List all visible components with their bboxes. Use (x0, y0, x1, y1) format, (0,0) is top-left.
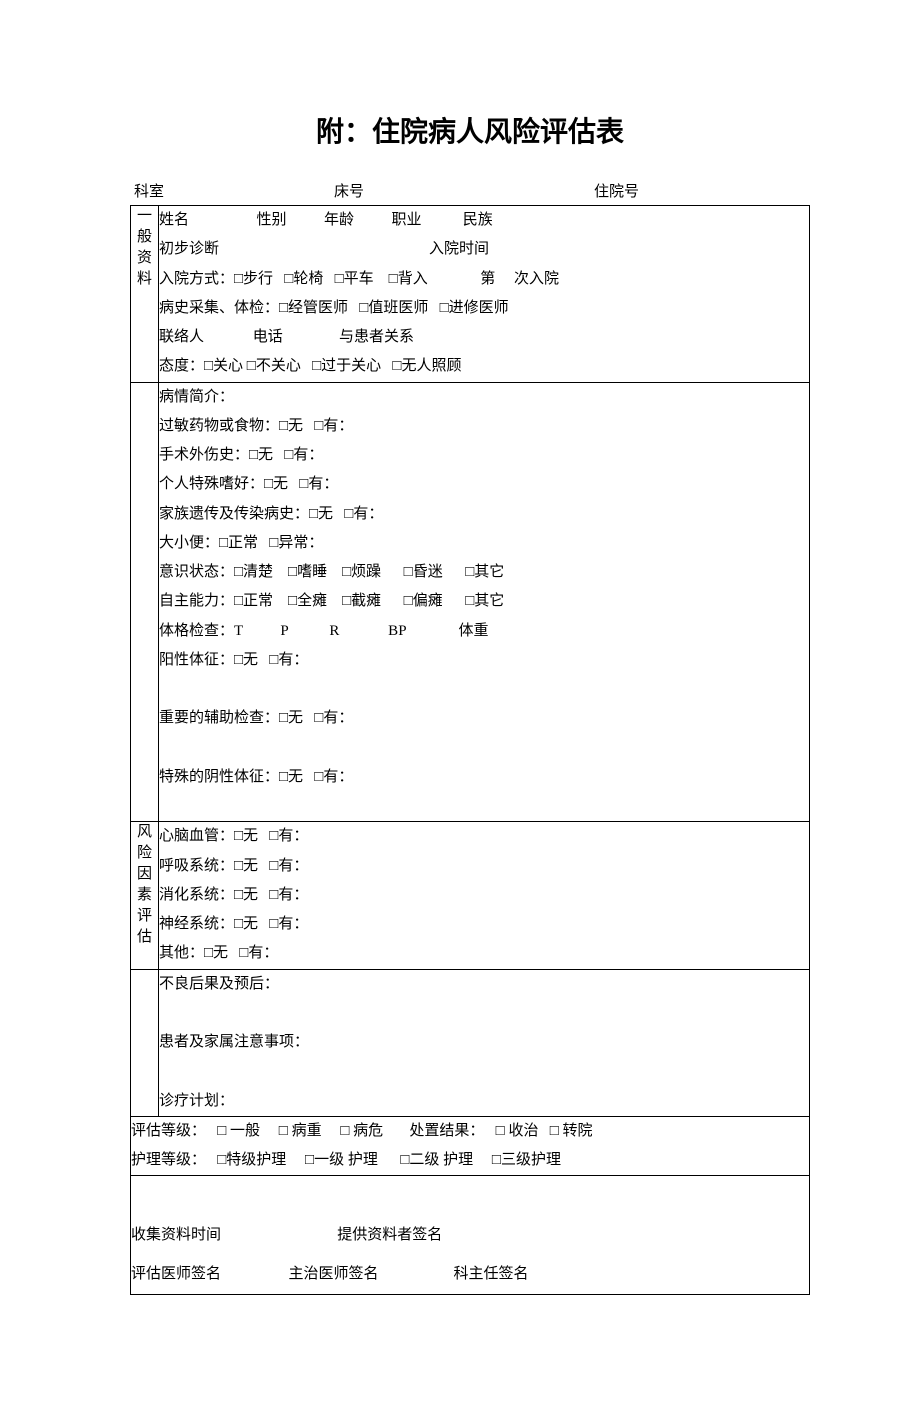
section-general: 姓名 性别 年龄 职业 民族 初步诊断 入院时间 入院方式：□步行 □轮椅 □平… (159, 206, 810, 383)
section-signatures: 收集资料时间 提供资料者签名 评估医师签名 主治医师签名 科主任签名 (131, 1176, 810, 1295)
section-label-plan (131, 969, 159, 1116)
history-line-3: 手术外伤史：□无 □有： (159, 441, 809, 470)
sign-line-2: 评估医师签名 主治医师签名 科主任签名 (131, 1255, 809, 1294)
history-blank-1 (159, 675, 809, 704)
page: 附：住院病人风险评估表 科室 床号 住院号 一般资料 姓名 性别 年龄 职业 民… (0, 0, 920, 1415)
history-line-11: 重要的辅助检查：□无 □有： (159, 704, 809, 733)
risk-line-5: 其他：□无 □有： (159, 939, 809, 968)
plan-line-1: 不良后果及预后： (159, 970, 809, 999)
sign-blank-top (131, 1176, 809, 1215)
form-table: 一般资料 姓名 性别 年龄 职业 民族 初步诊断 入院时间 入院方式：□步行 □… (130, 205, 810, 1295)
history-blank-2 (159, 734, 809, 763)
sign-line-1: 收集资料时间 提供资料者签名 (131, 1216, 809, 1255)
section-label-history (131, 382, 159, 822)
history-line-6: 大小便：□正常 □异常： (159, 529, 809, 558)
history-line-8: 自主能力：□正常 □全瘫 □截瘫 □偏瘫 □其它 (159, 587, 809, 616)
section-history: 病情简介： 过敏药物或食物：□无 □有： 手术外伤史：□无 □有： 个人特殊嗜好… (159, 382, 810, 822)
plan-line-3: 诊疗计划： (159, 1087, 809, 1116)
general-line-6: 态度：□关心 □不关心 □过于关心 □无人照顾 (159, 352, 809, 381)
section-plan: 不良后果及预后： 患者及家属注意事项： 诊疗计划： (159, 969, 810, 1116)
grade-line-2: 护理等级： □特级护理 □一级 护理 □二级 护理 □三级护理 (131, 1146, 809, 1175)
history-line-1: 病情简介： (159, 383, 809, 412)
history-line-9: 体格检查：T P R BP 体重 (159, 617, 809, 646)
bed-label: 床号 (334, 180, 594, 201)
history-blank-3 (159, 792, 809, 821)
section-label-general: 一般资料 (131, 206, 159, 383)
history-line-2: 过敏药物或食物：□无 □有： (159, 412, 809, 441)
section-risk: 心脑血管：□无 □有： 呼吸系统：□无 □有： 消化系统：□无 □有： 神经系统… (159, 822, 810, 969)
history-line-4: 个人特殊嗜好：□无 □有： (159, 470, 809, 499)
section-grade: 评估等级： □ 一般 □ 病重 □ 病危 处置结果： □ 收治 □ 转院 护理等… (131, 1116, 810, 1176)
plan-blank-1 (159, 999, 809, 1028)
general-line-2: 初步诊断 入院时间 (159, 235, 809, 264)
general-line-1: 姓名 性别 年龄 职业 民族 (159, 206, 809, 235)
dept-label: 科室 (134, 180, 334, 201)
general-line-5: 联络人 电话 与患者关系 (159, 323, 809, 352)
general-line-3: 入院方式：□步行 □轮椅 □平车 □背入 第 次入院 (159, 265, 809, 294)
plan-blank-2 (159, 1057, 809, 1086)
grade-line-1: 评估等级： □ 一般 □ 病重 □ 病危 处置结果： □ 收治 □ 转院 (131, 1117, 809, 1146)
header-line: 科室 床号 住院号 (130, 180, 810, 205)
plan-line-2: 患者及家属注意事项： (159, 1028, 809, 1057)
risk-line-4: 神经系统：□无 □有： (159, 910, 809, 939)
general-line-4: 病史采集、体检：□经管医师 □值班医师 □进修医师 (159, 294, 809, 323)
history-line-5: 家族遗传及传染病史：□无 □有： (159, 500, 809, 529)
page-title: 附：住院病人风险评估表 (130, 110, 810, 150)
history-line-10: 阳性体征：□无 □有： (159, 646, 809, 675)
section-label-risk: 风险因素评估 (131, 822, 159, 969)
history-line-7: 意识状态：□清楚 □嗜睡 □烦躁 □昏迷 □其它 (159, 558, 809, 587)
risk-line-1: 心脑血管：□无 □有： (159, 822, 809, 851)
risk-line-3: 消化系统：□无 □有： (159, 881, 809, 910)
history-line-12: 特殊的阴性体征：□无 □有： (159, 763, 809, 792)
admission-no-label: 住院号 (594, 180, 806, 201)
risk-line-2: 呼吸系统：□无 □有： (159, 852, 809, 881)
